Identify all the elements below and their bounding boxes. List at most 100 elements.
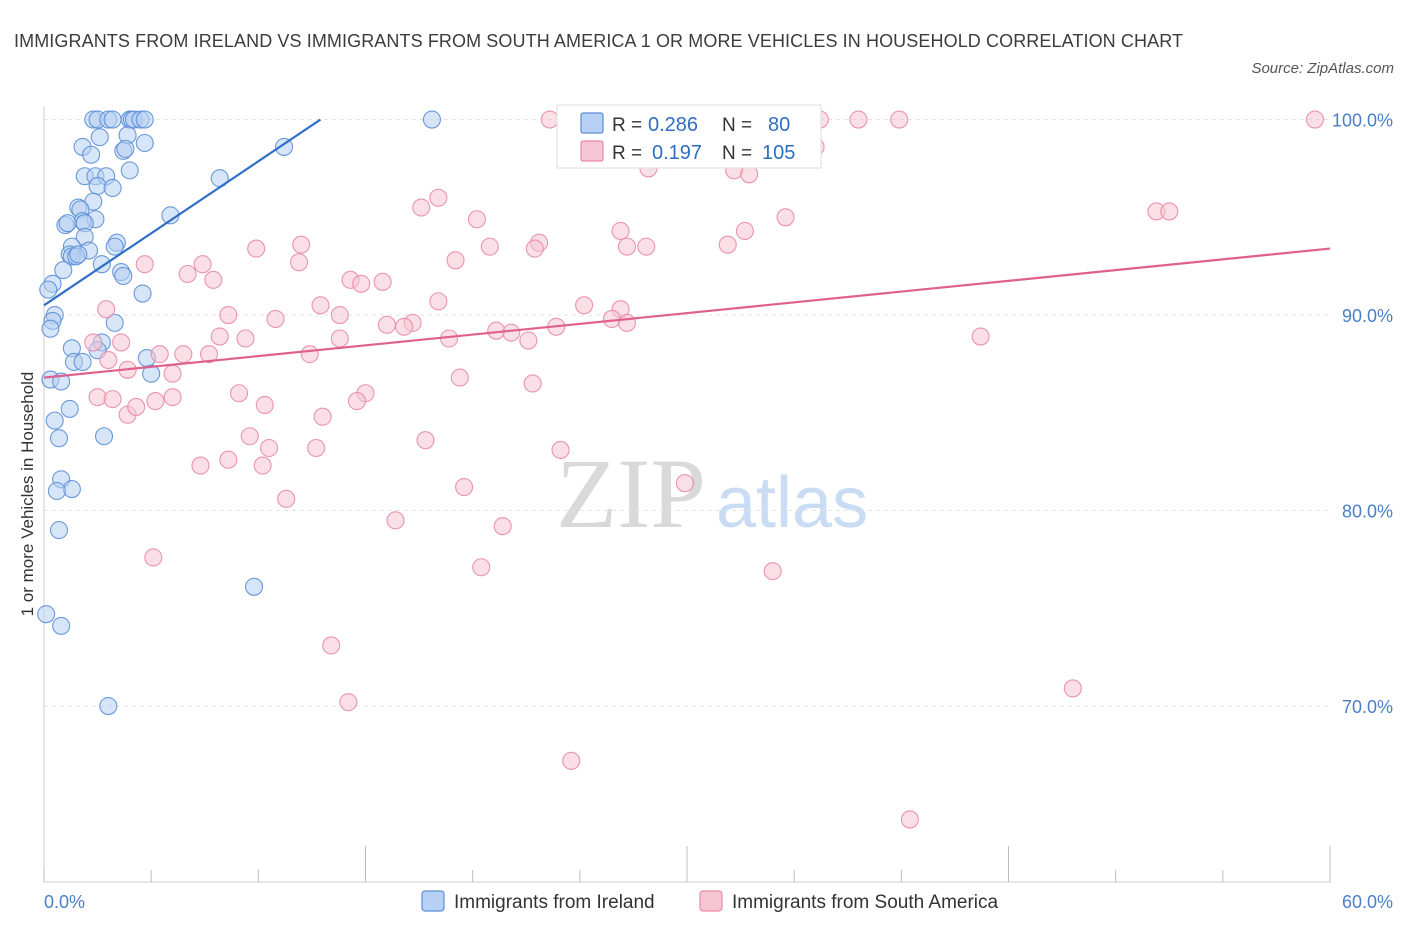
point-series1-49: [377, 315, 396, 334]
point-series0-64: [60, 399, 79, 418]
point-series0-70: [49, 521, 69, 540]
legend-r-label-ireland: R =: [612, 115, 642, 136]
point-series0-33: [58, 214, 77, 233]
point-series1-66: [300, 345, 319, 364]
point-series1-101: [1063, 679, 1082, 698]
point-series0-9: [422, 110, 441, 129]
point-series0-3: [103, 110, 122, 129]
point-series0-52: [105, 313, 124, 332]
point-series1-34: [178, 264, 197, 284]
series-legend: Immigrants from Ireland Immigrants from …: [421, 890, 999, 913]
point-series0-65: [49, 429, 69, 448]
point-series0-73: [244, 577, 264, 596]
point-series0-44: [54, 261, 73, 280]
point-series1-102: [562, 751, 581, 770]
point-series0-47: [133, 284, 152, 303]
point-series1-5: [890, 110, 909, 129]
point-series1-41: [330, 305, 349, 325]
x-tick-label-left: 0.0%: [44, 892, 85, 912]
point-series1-89: [219, 450, 238, 469]
point-series1-16: [467, 210, 487, 229]
point-series1-48: [395, 317, 414, 336]
legend-n-label-south-america: N =: [722, 143, 752, 164]
trend-line-series1: [43, 247, 1331, 379]
point-series1-32: [193, 255, 212, 274]
point-series1-23: [292, 235, 311, 254]
legend-n-value-ireland: 80: [768, 114, 790, 136]
point-series1-14: [429, 188, 448, 207]
axes: [43, 106, 1331, 883]
point-series1-67: [99, 350, 118, 370]
legend-swatch-south-america: [580, 140, 604, 162]
legend-swatch-ireland: [580, 112, 604, 134]
point-series0-71: [37, 605, 56, 624]
point-series0-66: [94, 427, 114, 446]
point-series1-82: [313, 407, 332, 426]
point-series0-69: [47, 481, 66, 501]
point-series1-75: [103, 390, 122, 409]
chart-title: IMMIGRANTS FROM IRELAND VS IMMIGRANTS FR…: [14, 31, 1184, 51]
point-series1-6: [1305, 110, 1325, 129]
point-series1-88: [191, 456, 210, 475]
point-series1-17: [611, 221, 630, 241]
series-legend-label-south-america: Immigrants from South America: [732, 892, 999, 913]
trend-lines: [43, 118, 1331, 379]
point-series1-33: [135, 255, 154, 274]
point-series0-68: [62, 479, 81, 499]
x-tick-label-right: 60.0%: [1342, 892, 1393, 912]
point-series1-77: [163, 388, 182, 407]
point-series1-40: [311, 296, 330, 315]
point-series0-15: [116, 139, 135, 158]
point-series0-63: [45, 411, 64, 430]
point-series1-54: [617, 313, 637, 332]
point-series1-19: [776, 208, 795, 227]
series-legend-label-ireland: Immigrants from Ireland: [454, 892, 655, 913]
point-series1-91: [277, 489, 296, 508]
legend-r-value-south-america: 0.197: [652, 142, 702, 164]
y-tick-label-0: 100.0%: [1332, 111, 1393, 131]
point-series1-44: [266, 309, 285, 329]
point-series0-24: [103, 178, 122, 198]
y-tick-label-3: 70.0%: [1342, 697, 1393, 717]
chart-source: Source: ZipAtlas.com: [1251, 60, 1394, 77]
point-series0-42: [69, 245, 88, 264]
y-tick-label-2: 80.0%: [1342, 502, 1393, 522]
point-series1-28: [637, 237, 656, 256]
point-series1-63: [150, 345, 169, 364]
point-series1-92: [455, 478, 474, 497]
point-series1-94: [386, 511, 405, 530]
trend-line-series0: [43, 118, 322, 307]
point-series0-16: [82, 145, 101, 164]
watermark-atlas: atlas: [716, 463, 868, 543]
point-series1-43: [219, 305, 238, 325]
point-series1-76: [146, 392, 165, 411]
point-series0-59: [73, 352, 92, 372]
point-series1-81: [127, 397, 146, 416]
point-series1-35: [204, 270, 223, 289]
point-series1-90: [253, 456, 272, 475]
point-series1-65: [199, 345, 219, 364]
point-series1-38: [373, 272, 392, 291]
point-series1-57: [330, 329, 349, 348]
point-series1-85: [307, 438, 326, 458]
point-series1-15: [412, 198, 431, 217]
point-series0-60: [142, 364, 161, 383]
point-series1-87: [551, 440, 570, 459]
series-legend-swatch-south-america: [699, 890, 723, 912]
point-series1-31: [290, 253, 309, 272]
point-series1-72: [229, 384, 249, 403]
point-series0-17: [275, 137, 294, 156]
point-series1-100: [339, 693, 358, 712]
point-series1-96: [144, 548, 163, 567]
legend-n-label-ireland: N =: [722, 115, 752, 136]
point-series1-62: [112, 333, 131, 352]
y-axis-label: 1 or more Vehicles in Household: [18, 372, 37, 617]
point-series1-84: [259, 438, 279, 458]
y-tick-label-1: 90.0%: [1342, 306, 1393, 326]
point-series1-64: [174, 345, 193, 364]
point-series1-71: [523, 374, 542, 393]
point-series0-36: [105, 237, 124, 256]
point-series1-86: [416, 431, 435, 450]
point-series1-51: [502, 323, 521, 342]
